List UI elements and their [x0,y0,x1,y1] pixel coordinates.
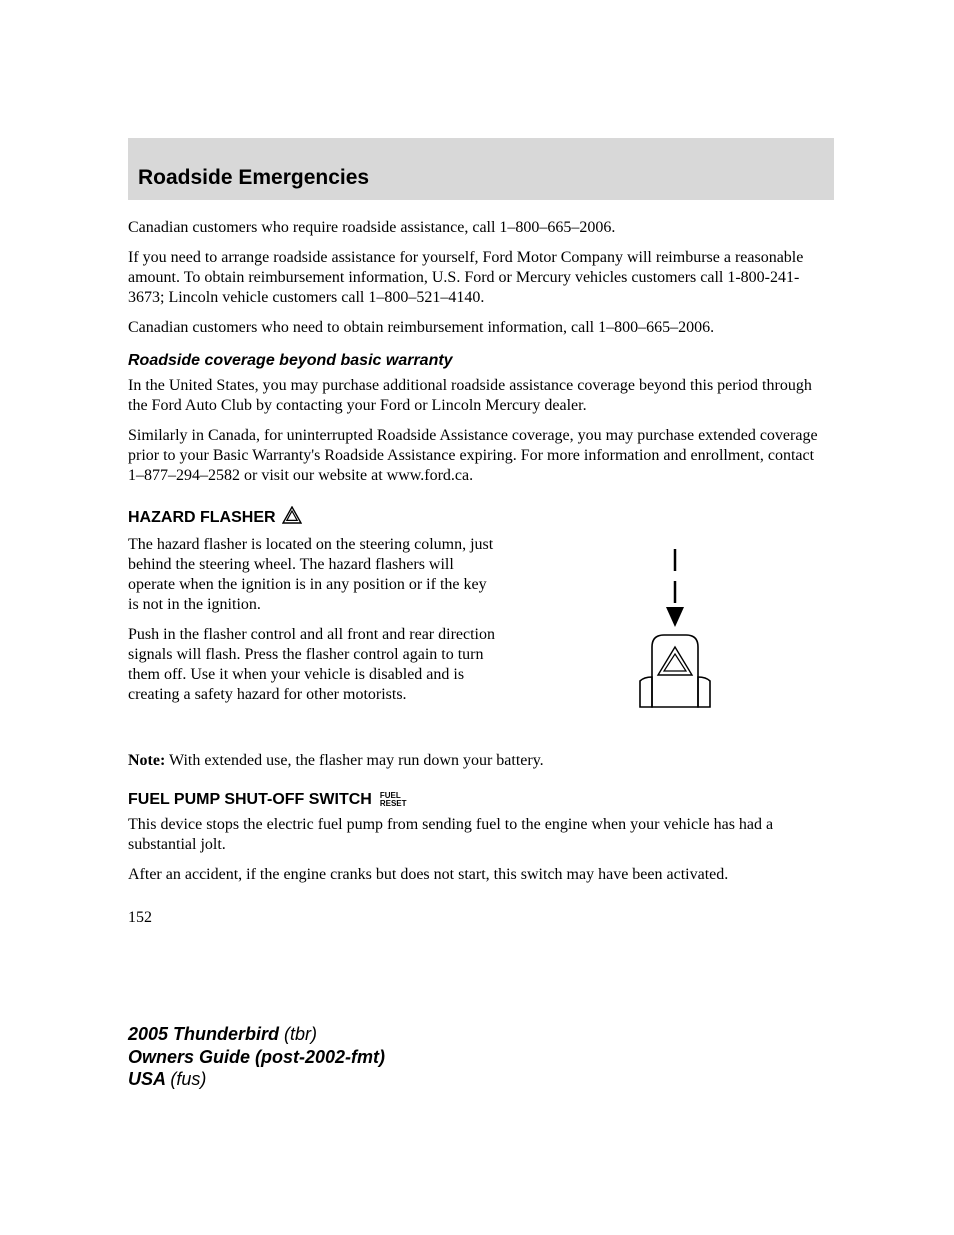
note-text: With extended use, the flasher may run d… [165,752,543,769]
subheading-hazard-flasher: HAZARD FLASHER [128,506,834,529]
hazard-triangle-icon [282,506,302,529]
footer-line-1: 2005 Thunderbird (tbr) [128,1023,834,1046]
footer-region-code: (fus) [170,1069,206,1089]
section-header-band: Roadside Emergencies [128,138,834,200]
paragraph: Push in the flasher control and all fron… [128,625,495,705]
footer-region: USA [128,1069,170,1089]
paragraph: If you need to arrange roadside assistan… [128,248,834,308]
page-number: 152 [128,909,834,927]
page-container: Roadside Emergencies Canadian customers … [0,0,954,1151]
hazard-flasher-row: The hazard flasher is located on the ste… [128,535,834,751]
subheading-text: HAZARD FLASHER [128,509,276,527]
hazard-flasher-figure [515,535,834,751]
paragraph: Canadian customers who require roadside … [128,218,834,238]
section-title: Roadside Emergencies [138,166,834,190]
paragraph: Canadian customers who need to obtain re… [128,318,834,338]
note-label: Note: [128,752,165,769]
note-paragraph: Note: With extended use, the flasher may… [128,751,834,771]
paragraph: The hazard flasher is located on the ste… [128,535,495,615]
footer-line-3: USA (fus) [128,1068,834,1091]
subheading-text: FUEL PUMP SHUT-OFF SWITCH [128,791,372,809]
body-content: Canadian customers who require roadside … [128,218,834,927]
hazard-flasher-text: The hazard flasher is located on the ste… [128,535,495,715]
subheading-fuel-pump: FUEL PUMP SHUT-OFF SWITCH FUEL RESET [128,791,834,809]
fuel-reset-line2: RESET [380,800,407,808]
paragraph: After an accident, if the engine cranks … [128,865,834,885]
footer-line-2: Owners Guide (post-2002-fmt) [128,1046,834,1069]
footer-model: 2005 Thunderbird [128,1024,284,1044]
footer-model-code: (tbr) [284,1024,317,1044]
paragraph: In the United States, you may purchase a… [128,376,834,416]
hazard-flasher-diagram-icon [600,541,750,751]
paragraph: Similarly in Canada, for uninterrupted R… [128,426,834,486]
subheading-italic: Roadside coverage beyond basic warranty [128,352,834,370]
fuel-reset-icon: FUEL RESET [380,792,407,808]
footer-block: 2005 Thunderbird (tbr) Owners Guide (pos… [128,1023,834,1091]
paragraph: This device stops the electric fuel pump… [128,815,834,855]
